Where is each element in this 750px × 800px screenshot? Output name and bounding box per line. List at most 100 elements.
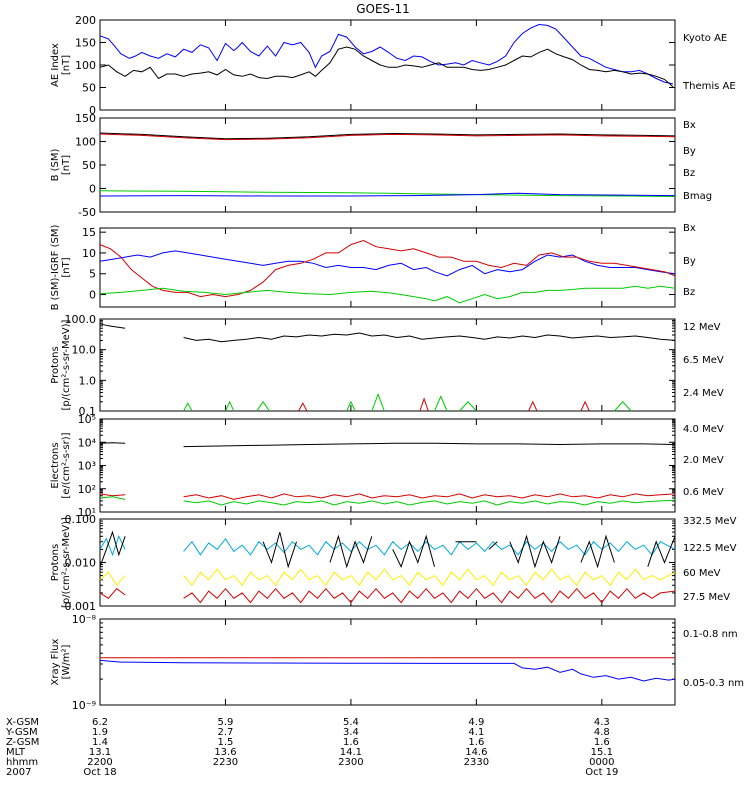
x-tick-value: Oct 18 (83, 767, 116, 778)
x-tick-value: 15.1 (591, 747, 613, 758)
y-tick-label: 10.0 (72, 344, 97, 357)
series-line-60-mev (183, 537, 676, 556)
series-line-4-0-mev (99, 493, 126, 497)
legend-entry: Bz (683, 287, 695, 298)
legend-entry: By (683, 256, 696, 267)
y-axis-label: AE Index (50, 43, 61, 87)
series-line-27-5-mev (99, 530, 126, 567)
y-tick-label: 10⁻⁹ (72, 699, 96, 712)
legend-entry: By (683, 146, 696, 157)
y-tick-label: 0 (89, 289, 96, 302)
y-tick-label: 10⁻⁸ (72, 613, 97, 626)
series-line-27-5-mev (488, 541, 498, 550)
x-row-label: MLT (6, 747, 26, 758)
series-line-0-6-mev (183, 442, 676, 448)
series-line-27-5-mev (580, 534, 615, 569)
y-tick-label: 10² (78, 483, 96, 496)
x-tick-value: 5.9 (218, 717, 234, 728)
series-line-bmag (99, 132, 676, 140)
x-tick-value: 3.4 (343, 727, 359, 738)
series-line-6-5-mev (371, 392, 385, 412)
series-line-2-4-mev (99, 323, 126, 329)
series-line-12-mev (528, 400, 538, 412)
y-tick-label: 100 (75, 136, 96, 149)
legend-entry: 4.0 MeV (683, 424, 724, 435)
y-tick-label: 0.1 (79, 405, 97, 418)
series-line-6-5-mev (459, 401, 477, 412)
x-tick-value: 2330 (464, 757, 489, 768)
series-line-0-6-mev (99, 442, 126, 444)
legend-entry: Bmag (683, 191, 712, 202)
y-tick-label: 10¹ (78, 506, 96, 519)
x-tick-value: Oct 19 (585, 767, 618, 778)
panel-frame-1 (99, 19, 676, 111)
y-axis-label: B (SM)-IGRF (SM) (50, 225, 61, 311)
series-line-6-5-mev (183, 402, 193, 412)
y-tick-label: 5 (89, 268, 96, 281)
x-tick-value: 14.1 (340, 747, 362, 758)
series-line-12-mev (419, 397, 429, 412)
x-tick-value: 2230 (213, 757, 238, 768)
series-line-2-4-mev (183, 332, 676, 343)
series-line-themis-ae (99, 46, 674, 87)
y-axis-label: [nT] (61, 155, 72, 175)
y-tick-label: 0.100 (65, 513, 97, 526)
y-tick-label: 100 (75, 59, 96, 72)
legend-entry: 122.5 MeV (683, 543, 737, 554)
x-tick-value: 13.1 (89, 747, 111, 758)
series-line-27-5-mev (509, 534, 561, 569)
y-axis-label: Electrons (50, 442, 61, 488)
series-line-6-5-mev (434, 395, 448, 412)
series-line-27-5-mev (647, 536, 676, 567)
y-tick-label: 15 (82, 226, 96, 239)
series-line-12-mev (580, 400, 590, 412)
x-tick-value: 2.7 (218, 727, 234, 738)
panel-frame-6 (99, 518, 676, 607)
series-line-122-5-mev (99, 571, 126, 587)
series-line-bz (99, 239, 676, 298)
series-line-2-0-mev (183, 499, 676, 506)
y-axis-label: Protons (50, 544, 61, 581)
legend-entry: 60 MeV (683, 568, 721, 579)
x-row-label: hhmm (6, 757, 38, 768)
y-tick-label: 200 (75, 14, 96, 27)
series-line-bz (99, 133, 676, 141)
y-tick-label: 0.001 (65, 600, 97, 613)
legend-entry: 27.5 MeV (683, 592, 730, 603)
y-tick-label: 10 (82, 247, 96, 260)
panel-frame-7 (99, 618, 676, 706)
chart-title: GOES-11 (356, 2, 410, 16)
series-line-27-5-mev (392, 534, 435, 569)
series-line-332-5-mev (99, 588, 126, 599)
series-line-bx (99, 250, 676, 277)
series-line-12-mev (298, 402, 308, 412)
x-tick-value: 4.3 (594, 717, 610, 728)
legend-entry: Themis AE (682, 81, 736, 92)
y-axis-label: [nT] (61, 257, 72, 277)
series-line-4-0-mev (183, 493, 676, 500)
series-line-6-5-mev (256, 400, 270, 412)
legend-entry: Bx (683, 120, 696, 131)
series-line-2-0-mev (99, 496, 126, 500)
x-tick-value: 2200 (87, 757, 112, 768)
y-axis-label: [p/(cm²-s-sr-MeV)] (61, 517, 72, 608)
x-tick-value: 4.1 (468, 727, 484, 738)
x-tick-value: 1.9 (92, 727, 108, 738)
panel-frame-5 (99, 418, 676, 513)
legend-entry: 2.0 MeV (683, 455, 724, 466)
x-row-label: 2007 (6, 767, 31, 778)
y-tick-label: 150 (75, 112, 96, 125)
x-row-label: Z-GSM (6, 737, 39, 748)
x-tick-value: 1.4 (92, 737, 108, 748)
legend-entry: 12 MeV (683, 322, 721, 333)
x-tick-value: 6.2 (92, 717, 108, 728)
y-tick-label: 10⁵ (78, 413, 96, 426)
series-line-6-5-mev (225, 400, 235, 412)
x-tick-value: 1.6 (343, 737, 359, 748)
series-line-0-05-0-3-nm (99, 659, 676, 682)
y-tick-label: 50 (82, 82, 96, 95)
y-tick-label: 150 (75, 37, 96, 50)
x-row-label: Y-GSM (5, 727, 38, 738)
y-tick-label: 0.010 (65, 557, 97, 570)
